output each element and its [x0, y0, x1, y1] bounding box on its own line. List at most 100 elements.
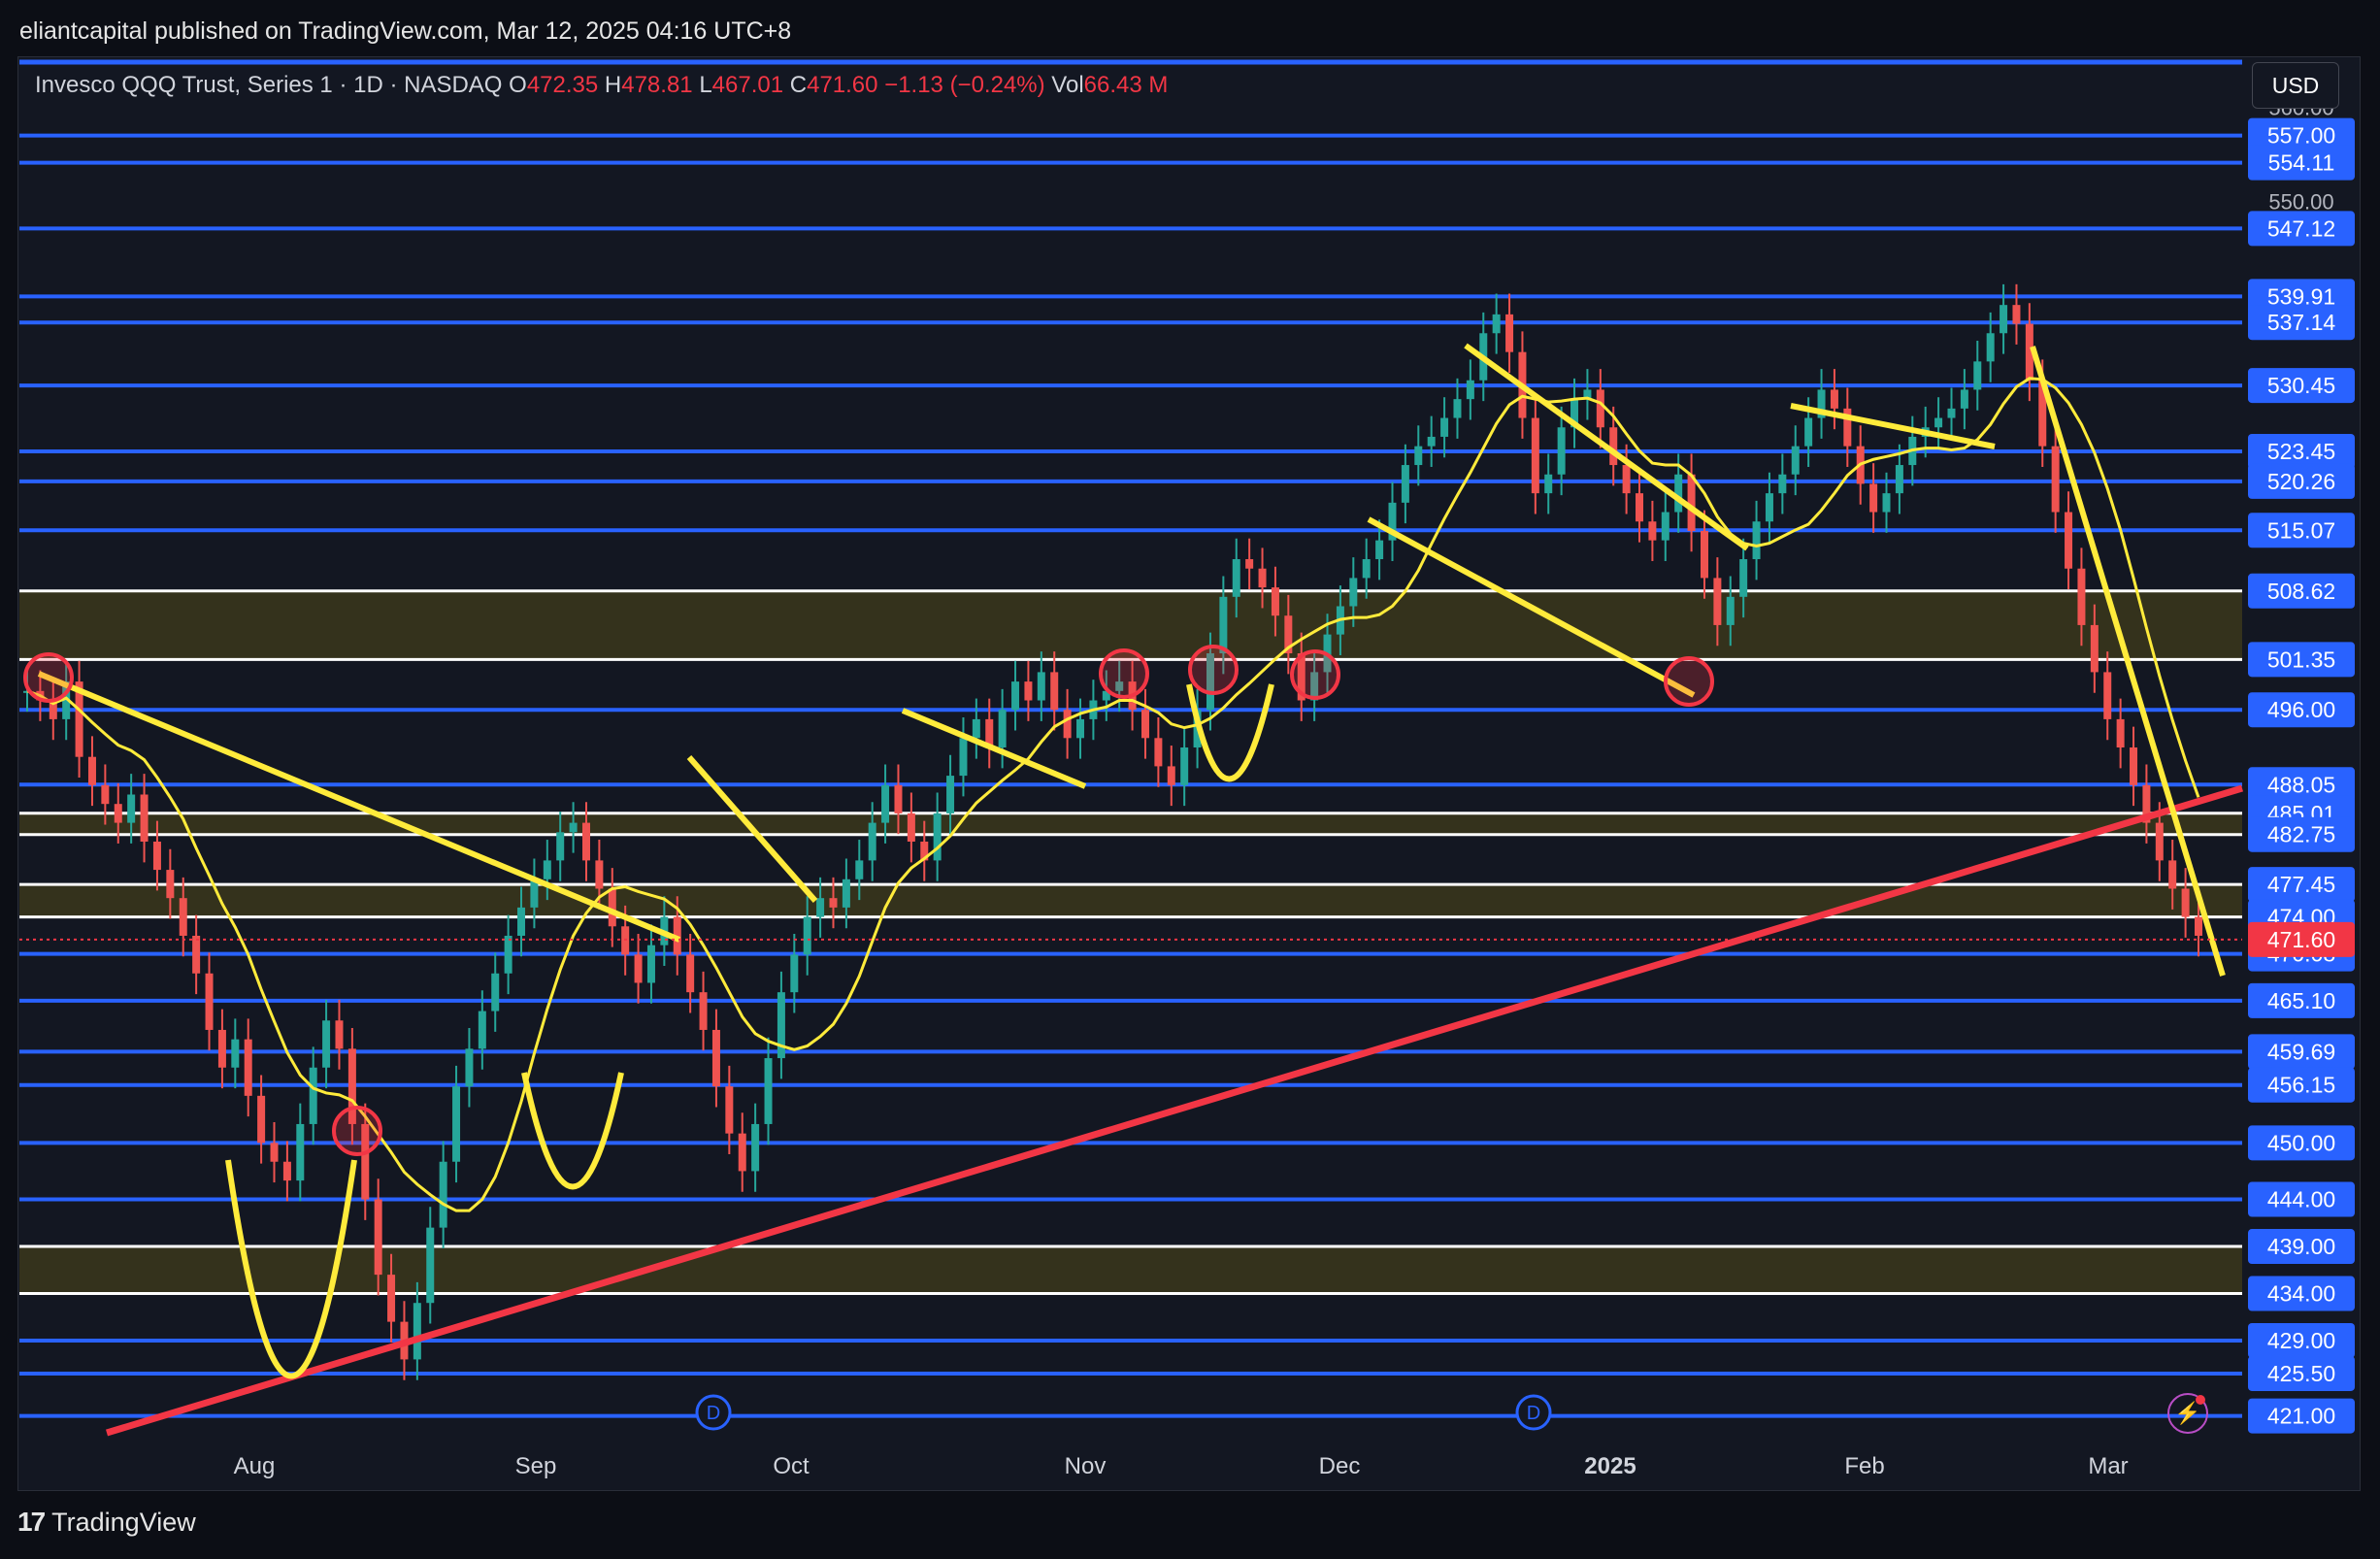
low-label: L: [699, 72, 712, 98]
dividend-label-0: D: [707, 1403, 720, 1424]
candle: [426, 1227, 435, 1304]
candle: [1492, 314, 1501, 334]
level-label-10: 501.35: [2267, 647, 2335, 672]
candle: [322, 1020, 331, 1068]
level-label-0: 557.00: [2267, 123, 2335, 149]
level-label-bg-26: [2248, 1355, 2355, 1391]
candle: [711, 1029, 720, 1087]
level-label-bg-24: [2248, 1276, 2355, 1311]
candle: [101, 784, 110, 805]
candle: [2025, 323, 2033, 381]
level-label-bg-11: [2248, 692, 2355, 728]
candle: [1362, 559, 1371, 579]
level-label-21: 450.00: [2267, 1130, 2335, 1155]
candle: [1167, 766, 1175, 785]
level-label-bg-6: [2248, 433, 2355, 469]
candle: [1271, 587, 1279, 616]
candle: [114, 804, 122, 823]
yellow-cup-sep: [521, 1072, 624, 1190]
red-circle-marker-1: [1099, 648, 1149, 699]
candle: [1297, 653, 1306, 701]
candle: [920, 841, 929, 861]
candle: [1739, 559, 1748, 597]
publish-header: eliantcapital published on TradingView.c…: [19, 17, 792, 45]
x-tick-3: Nov: [1065, 1453, 1107, 1479]
candle: [465, 1048, 474, 1087]
candle: [725, 1086, 734, 1134]
yellow-trendline-3: [1790, 403, 1996, 449]
candle: [881, 784, 890, 823]
symbol-legend[interactable]: Invesco QQQ Trust, Series 1 · 1D · NASDA…: [35, 72, 1168, 99]
candle: [1609, 427, 1618, 466]
candle: [2130, 747, 2138, 785]
candle: [1687, 474, 1696, 531]
candle: [1661, 512, 1669, 541]
candle: [946, 776, 955, 813]
candle: [140, 794, 149, 842]
level-label-15: 477.45: [2267, 872, 2335, 897]
open-value: 472.35: [526, 72, 599, 98]
candle: [2181, 888, 2190, 917]
candle: [1791, 446, 1800, 475]
candle: [777, 992, 785, 1059]
last-price-tag-bg: [2248, 921, 2355, 957]
candle: [738, 1133, 746, 1172]
brand-name: TradingView: [51, 1507, 196, 1537]
candle: [62, 681, 71, 719]
candle: [1440, 417, 1449, 437]
currency-button[interactable]: USD: [2252, 62, 2339, 109]
candle: [790, 954, 799, 993]
candle: [1206, 653, 1214, 711]
candle: [1349, 578, 1358, 607]
red-circle-marker-4: [1664, 656, 1714, 707]
candle: [907, 813, 915, 842]
candle: [1895, 465, 1903, 494]
candle: [2077, 568, 2086, 625]
lightning-icon[interactable]: ⚡: [2167, 1393, 2208, 1434]
volume-value: 66.43 M: [1083, 72, 1169, 98]
candle: [309, 1067, 317, 1124]
candle: [2142, 784, 2151, 823]
candle: [959, 738, 968, 777]
level-label-24: 434.00: [2267, 1281, 2335, 1307]
candle: [1830, 389, 1838, 409]
candle: [87, 756, 96, 785]
red-circle-marker-0: [23, 652, 74, 703]
candle: [1700, 530, 1708, 579]
candle: [1375, 540, 1384, 560]
candle: [387, 1275, 396, 1322]
level-label-4: 537.14: [2267, 310, 2336, 335]
candle: [166, 870, 175, 899]
candle: [1843, 408, 1852, 447]
moving-average-line: [26, 377, 2200, 1212]
candle: [1778, 474, 1787, 494]
candle: [491, 973, 500, 1012]
candle: [1401, 465, 1409, 503]
level-label-9: 508.62: [2267, 579, 2335, 604]
x-tick-0: Aug: [234, 1453, 276, 1479]
yellow-cup-aug: [225, 1159, 357, 1379]
change-value: −1.13 (−0.24%): [884, 72, 1045, 98]
candle: [2000, 305, 2008, 334]
candle: [1505, 314, 1514, 352]
x-tick-7: Mar: [2088, 1453, 2128, 1479]
candle: [933, 813, 942, 861]
candle: [1960, 389, 1968, 409]
last-price-tag: 471.60: [2267, 927, 2335, 952]
low-value: 467.01: [711, 72, 784, 98]
open-label: O: [509, 72, 527, 98]
candle: [1050, 672, 1059, 711]
candle: [1596, 389, 1604, 428]
level-label-bg-19: [2248, 1034, 2355, 1070]
candle: [2116, 718, 2125, 747]
high-value: 478.81: [621, 72, 693, 98]
x-tick-4: Dec: [1319, 1453, 1361, 1479]
candle: [1804, 417, 1813, 447]
level-label-bg-23: [2248, 1229, 2355, 1265]
candle: [842, 879, 850, 908]
candle: [1973, 361, 1982, 390]
x-tick-2: Oct: [773, 1453, 810, 1479]
tradingview-footer[interactable]: 17 TradingView: [17, 1507, 196, 1538]
candle: [1752, 521, 1761, 560]
